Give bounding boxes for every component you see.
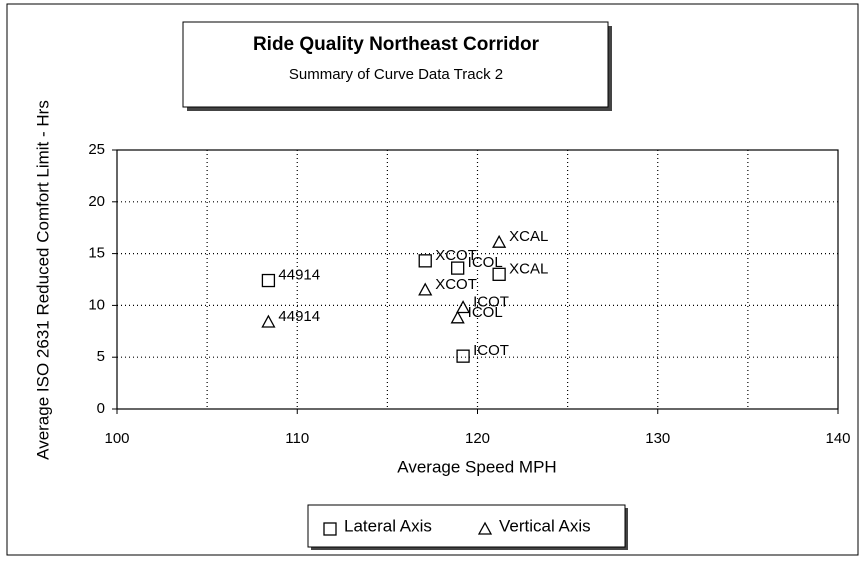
point-label: ICOL: [468, 254, 503, 271]
y-tick-label: 0: [97, 400, 105, 417]
point-label: 44914: [278, 267, 320, 284]
y-axis-label: Average ISO 2631 Reduced Comfort Limit -…: [33, 100, 52, 460]
legend-label: Vertical Axis: [499, 516, 591, 535]
x-tick-label: 120: [465, 430, 490, 447]
y-tick-label: 10: [88, 296, 105, 313]
point-label: XCAL: [509, 228, 548, 245]
point-label: ICOT: [473, 342, 509, 359]
point-label: ICOL: [468, 304, 503, 321]
y-tick-label: 20: [88, 193, 105, 210]
point-label: XCAL: [509, 260, 548, 277]
marker-square: [261, 273, 276, 288]
x-tick-label: 110: [285, 430, 309, 447]
marker-square: [492, 267, 506, 281]
y-tick-label: 25: [88, 141, 105, 158]
chart-subtitle: Summary of Curve Data Track 2: [289, 66, 503, 83]
marker-triangle: [418, 282, 433, 296]
marker-triangle: [261, 314, 276, 328]
point-label: XCOT: [435, 276, 477, 293]
marker-square: [451, 261, 465, 275]
marker-triangle: [477, 521, 493, 535]
marker-square: [323, 522, 337, 536]
chart-title: Ride Quality Northeast Corridor: [253, 34, 540, 55]
marker-triangle: [450, 310, 465, 324]
marker-square: [418, 254, 432, 268]
y-tick-label: 5: [97, 348, 105, 365]
title-box: [182, 21, 609, 108]
marker-triangle: [455, 300, 471, 314]
marker-square: [456, 349, 470, 363]
legend-label: Lateral Axis: [344, 516, 432, 535]
legend-box: [307, 504, 626, 548]
point-label: 44914: [278, 308, 320, 325]
point-label: XCOT: [435, 247, 477, 264]
point-label: ICOT: [473, 293, 509, 310]
x-tick-label: 140: [825, 430, 850, 447]
marker-triangle: [492, 234, 507, 248]
x-axis-label: Average Speed MPH: [397, 457, 556, 476]
frame: [6, 3, 859, 556]
x-tick-label: 100: [104, 430, 129, 447]
x-tick-label: 130: [645, 430, 670, 447]
y-tick-label: 15: [88, 245, 105, 262]
